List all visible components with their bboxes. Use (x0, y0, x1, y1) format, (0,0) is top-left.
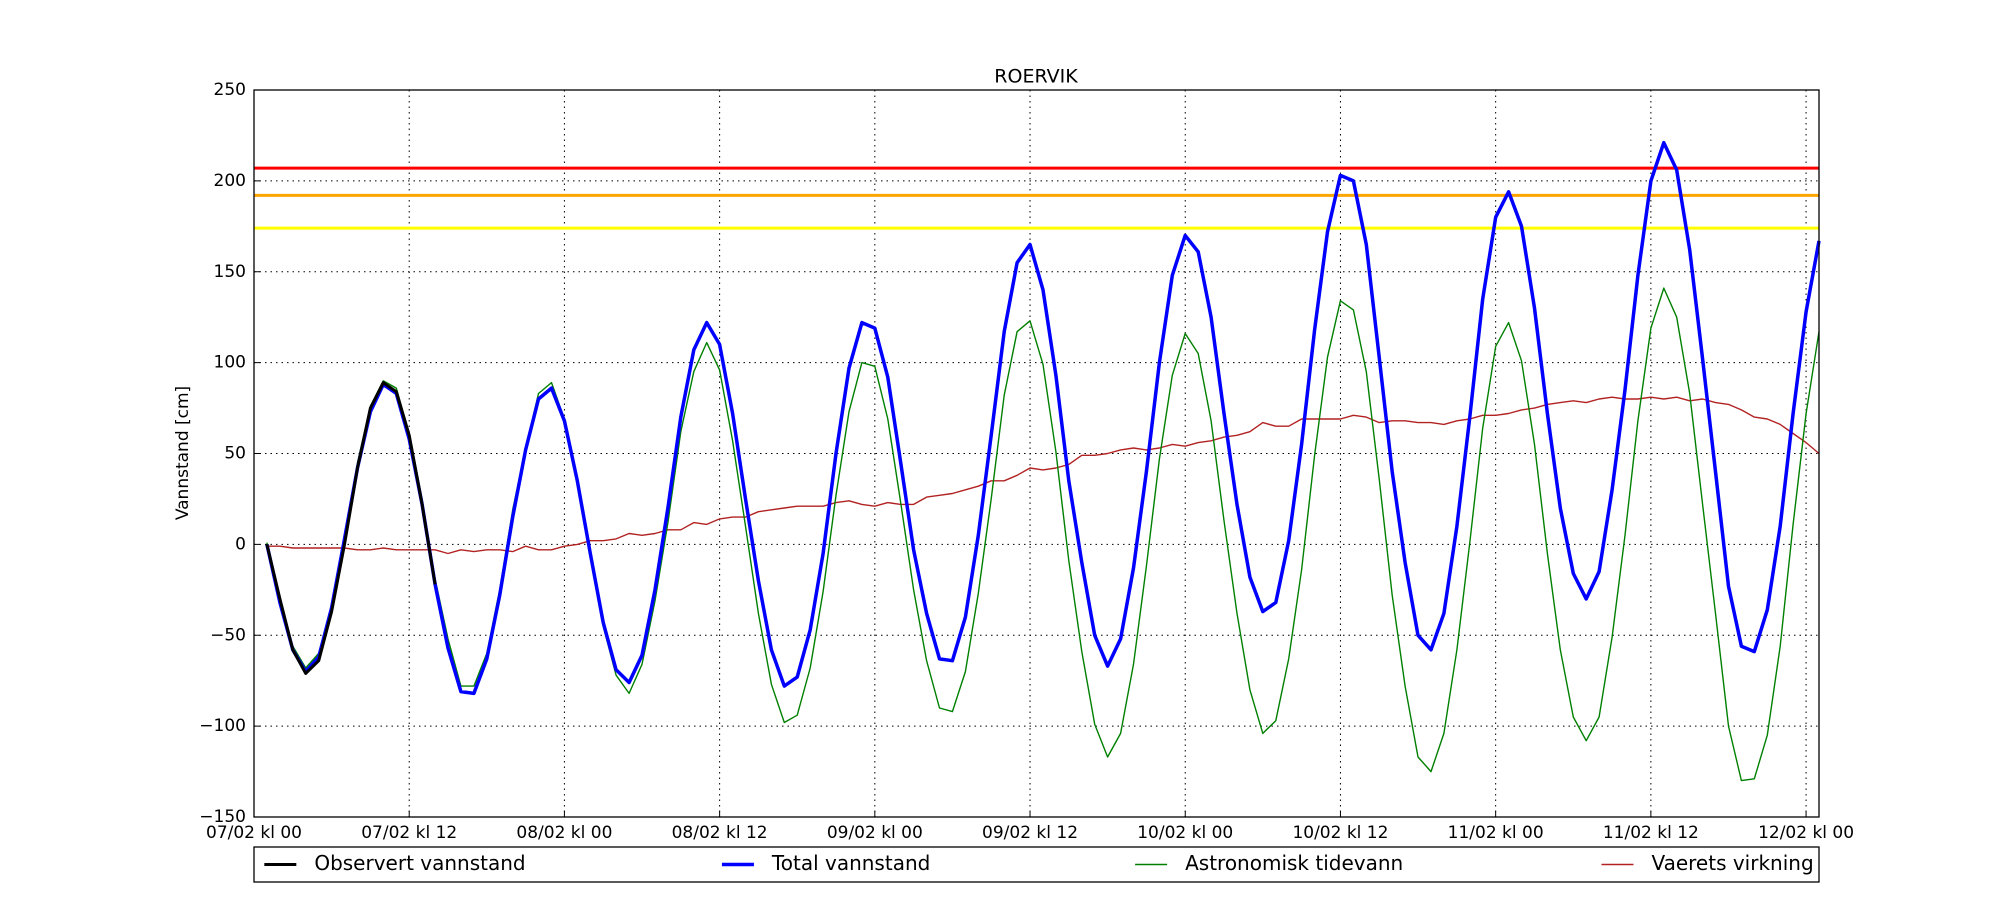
y-tick-label: 50 (224, 444, 246, 464)
x-tick-label: 07/02 kl 00 (206, 823, 302, 843)
x-tick-label: 11/02 kl 12 (1603, 823, 1699, 843)
y-tick-label: 100 (214, 353, 246, 373)
x-tick-label: 08/02 kl 00 (516, 823, 612, 843)
y-axis-label: Vannstand [cm] (173, 386, 193, 520)
x-tick-label: 07/02 kl 12 (361, 823, 457, 843)
legend-label: Total vannstand (771, 851, 930, 875)
y-tick-label: −100 (199, 716, 246, 736)
x-tick-label: 11/02 kl 00 (1448, 823, 1544, 843)
series-line (265, 381, 437, 675)
x-tick-label: 12/02 kl 00 (1758, 823, 1854, 843)
series-line (266, 396, 1820, 555)
y-tick-label: −150 (199, 807, 246, 827)
y-tick-label: 0 (235, 534, 246, 554)
x-tick-label: 10/02 kl 12 (1292, 823, 1388, 843)
legend-label: Astronomisk tidevann (1185, 851, 1403, 875)
series-line (265, 140, 1821, 696)
chart-title: ROERVIK (994, 66, 1078, 88)
y-tick-label: 150 (214, 262, 246, 282)
series-line (266, 287, 1820, 782)
y-tick-label: 200 (214, 171, 246, 191)
legend-box (253, 846, 1820, 883)
x-tick-label: 09/02 kl 12 (982, 823, 1078, 843)
legend-label: Observert vannstand (314, 851, 525, 875)
y-tick-label: 250 (214, 80, 246, 100)
legend-label: Vaerets virkning (1651, 851, 1813, 875)
x-tick-label: 08/02 kl 12 (672, 823, 768, 843)
x-tick-label: 10/02 kl 00 (1137, 823, 1233, 843)
plot-frame (253, 89, 1820, 818)
x-tick-label: 09/02 kl 00 (827, 823, 923, 843)
y-tick-label: −50 (210, 625, 246, 645)
